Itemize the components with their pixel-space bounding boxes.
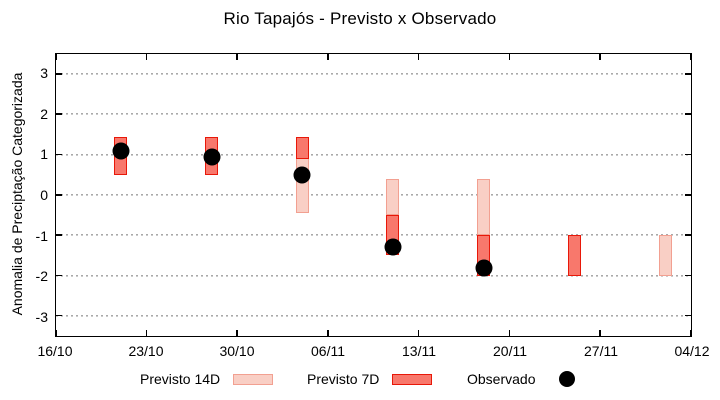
y-tick-label: 0 bbox=[40, 187, 48, 203]
x-tick-mark bbox=[508, 54, 511, 60]
y-tick-label: -2 bbox=[35, 268, 48, 285]
observed-dot bbox=[475, 259, 493, 276]
forecast-7d-bar bbox=[295, 136, 309, 159]
x-tick-label: 20/11 bbox=[493, 343, 527, 359]
x-tick-mark bbox=[145, 330, 148, 336]
x-tick-label: 06/11 bbox=[311, 343, 345, 359]
gridline bbox=[56, 113, 691, 116]
x-tick-mark bbox=[417, 330, 420, 336]
x-tick-mark bbox=[236, 330, 238, 336]
y-tick-mark bbox=[685, 274, 691, 277]
x-tick-mark bbox=[417, 54, 420, 60]
gridline bbox=[56, 314, 691, 317]
y-tick-label: -3 bbox=[35, 308, 48, 325]
y-tick-mark bbox=[685, 234, 691, 236]
x-tick-mark bbox=[508, 330, 511, 336]
plot-area bbox=[55, 53, 692, 337]
x-tick-label: 30/10 bbox=[219, 343, 255, 359]
x-tick-label: 04/12 bbox=[674, 343, 710, 359]
y-tick-mark bbox=[56, 274, 62, 277]
y-tick-mark bbox=[685, 314, 691, 317]
legend: Previsto 14D Previsto 7D Observado bbox=[0, 370, 720, 392]
forecast-14d-bar bbox=[658, 235, 672, 276]
y-tick-mark bbox=[685, 194, 691, 196]
observed-dot bbox=[293, 166, 311, 184]
gridline bbox=[56, 234, 691, 237]
forecast-7d-bar bbox=[567, 235, 581, 276]
y-tick-mark bbox=[56, 73, 62, 75]
y-tick-mark bbox=[56, 153, 62, 156]
observed-dot bbox=[384, 238, 402, 256]
observed-dot bbox=[112, 142, 130, 160]
x-tick-label: 23/10 bbox=[128, 343, 164, 359]
x-tick-mark bbox=[145, 54, 148, 60]
x-tick-mark bbox=[55, 54, 57, 60]
y-tick-mark bbox=[685, 153, 691, 156]
gridline bbox=[56, 73, 691, 76]
forecast-14d-bar bbox=[477, 178, 491, 236]
y-tick-label: 3 bbox=[40, 65, 48, 82]
legend-label-previsto-14d: Previsto 14D bbox=[140, 371, 221, 387]
legend-swatch-previsto-14d bbox=[233, 374, 273, 385]
y-tick-label: 1 bbox=[40, 146, 48, 163]
y-tick-mark bbox=[56, 234, 62, 236]
gridline bbox=[56, 153, 691, 156]
x-tick-mark bbox=[327, 330, 329, 336]
x-tick-label: 13/11 bbox=[402, 343, 436, 359]
legend-label-observado: Observado bbox=[467, 371, 536, 387]
x-tick-mark bbox=[599, 54, 601, 60]
y-tick-mark bbox=[685, 113, 691, 115]
legend-observed-dot-icon bbox=[559, 371, 575, 387]
x-tick-label: 27/11 bbox=[584, 343, 618, 359]
gridline bbox=[56, 274, 691, 277]
y-tick-mark bbox=[56, 113, 62, 115]
y-tick-label: -1 bbox=[35, 227, 48, 244]
x-tick-mark bbox=[55, 330, 57, 336]
y-tick-mark bbox=[56, 314, 62, 317]
legend-swatch-previsto-7d bbox=[392, 374, 432, 385]
y-tick-label: 2 bbox=[40, 105, 48, 122]
observed-dot bbox=[203, 148, 220, 166]
y-tick-mark bbox=[56, 194, 62, 196]
x-tick-mark bbox=[690, 330, 692, 336]
x-tick-mark bbox=[236, 54, 238, 60]
forecast-14d-bar bbox=[386, 178, 400, 216]
page-title: Rio Tapajós - Previsto x Observado bbox=[223, 9, 497, 28]
x-tick-mark bbox=[690, 54, 692, 60]
x-tick-label: 16/10 bbox=[37, 343, 73, 359]
legend-label-previsto-7d: Previsto 7D bbox=[307, 371, 380, 387]
x-tick-mark bbox=[327, 54, 329, 60]
x-tick-mark bbox=[599, 330, 601, 336]
y-tick-mark bbox=[685, 73, 691, 75]
gridline bbox=[56, 194, 691, 196]
